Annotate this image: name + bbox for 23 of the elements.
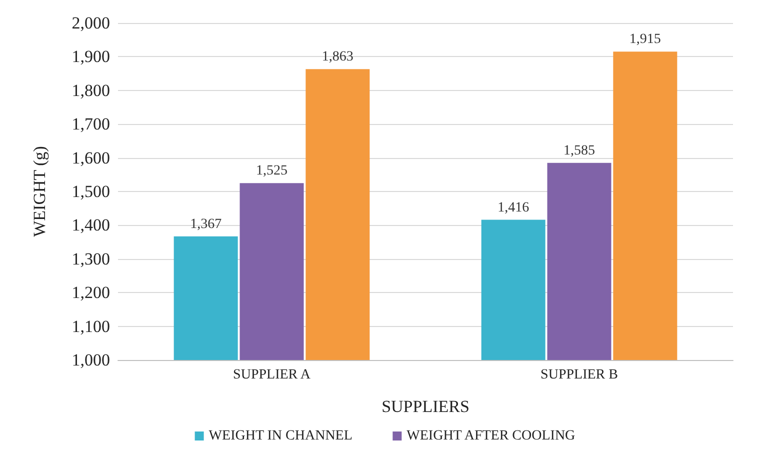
x-tick-label: SUPPLIER A: [233, 368, 312, 382]
y-axis-title: WEIGHT (g): [30, 146, 49, 237]
y-tick-label: 1,000: [72, 350, 110, 370]
data-label: 1,863: [322, 50, 354, 65]
y-tick-label: 2,000: [72, 14, 110, 32]
legend-label: WEIGHT AFTER COOLING: [406, 428, 576, 444]
data-label: 1,915: [629, 32, 661, 48]
data-label: 1,367: [190, 216, 222, 232]
y-tick-label: 1,500: [72, 182, 110, 201]
y-tick-label: 1,200: [72, 283, 110, 302]
x-tick-label: SUPPLIER B: [540, 368, 618, 382]
y-tick-label: 1,300: [72, 249, 110, 268]
y-tick-label: 1,100: [72, 316, 110, 336]
x-axis-title: SUPPLIERS: [382, 397, 470, 416]
legend-label: WEIGHT IN CHANNEL: [208, 428, 352, 444]
y-tick-label: 1,900: [72, 47, 110, 66]
data-label: 1,416: [498, 200, 530, 216]
y-tick-label: 1,700: [72, 114, 110, 134]
y-tick-label: 1,800: [72, 80, 110, 100]
y-tick-label: 1,400: [72, 216, 110, 235]
y-tick-label: 1,600: [72, 148, 110, 168]
data-label: 1,585: [564, 143, 595, 158]
data-label: 1,525: [256, 164, 288, 179]
